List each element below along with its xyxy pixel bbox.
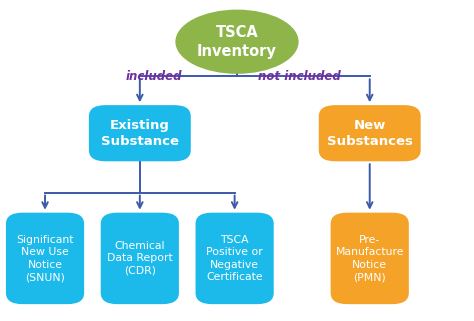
Text: included: included: [126, 70, 182, 83]
Ellipse shape: [175, 10, 299, 74]
Text: Chemical
Data Report
(CDR): Chemical Data Report (CDR): [107, 241, 173, 276]
FancyBboxPatch shape: [319, 105, 420, 161]
FancyBboxPatch shape: [100, 213, 179, 304]
Text: Existing
Substance: Existing Substance: [101, 119, 179, 148]
FancyBboxPatch shape: [6, 213, 84, 304]
Text: Significant
New Use
Notice
(SNUN): Significant New Use Notice (SNUN): [16, 235, 74, 282]
Text: TSCA
Inventory: TSCA Inventory: [197, 25, 277, 58]
Text: TSCA
Positive or
Negative
Certificate: TSCA Positive or Negative Certificate: [206, 235, 263, 282]
Text: not included: not included: [258, 70, 341, 83]
Text: Pre-
Manufacture
Notice
(PMN): Pre- Manufacture Notice (PMN): [336, 235, 404, 282]
FancyBboxPatch shape: [195, 213, 274, 304]
FancyBboxPatch shape: [331, 213, 409, 304]
Text: New
Substances: New Substances: [327, 119, 413, 148]
FancyBboxPatch shape: [89, 105, 191, 161]
